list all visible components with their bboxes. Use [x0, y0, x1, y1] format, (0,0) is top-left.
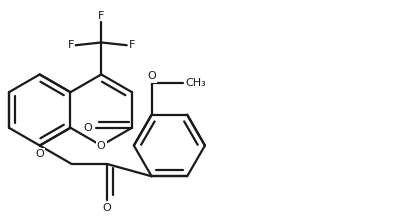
Text: O: O [147, 71, 156, 82]
Text: F: F [67, 40, 74, 50]
Text: F: F [129, 40, 135, 50]
Text: O: O [103, 202, 112, 212]
Text: O: O [35, 150, 44, 159]
Text: O: O [84, 123, 92, 133]
Text: O: O [97, 141, 106, 151]
Text: CH₃: CH₃ [185, 79, 206, 89]
Text: F: F [98, 10, 105, 21]
